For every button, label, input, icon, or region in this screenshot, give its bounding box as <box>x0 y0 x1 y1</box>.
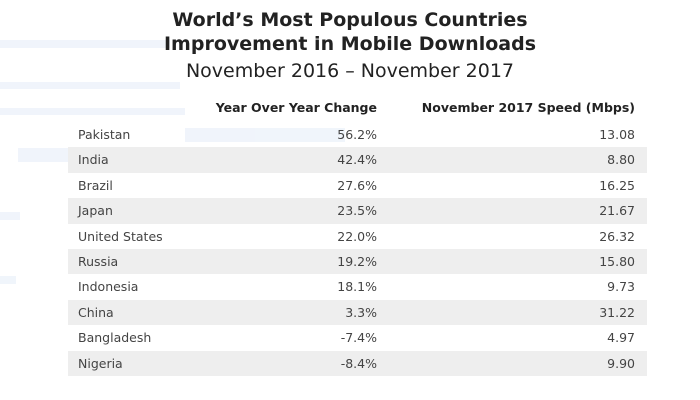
speed-value: 16.25 <box>599 177 635 193</box>
table-row: India 42.4% 8.80 <box>68 147 647 173</box>
chart-title-block: World’s Most Populous Countries Improvem… <box>0 8 700 84</box>
speed-value: 26.32 <box>599 228 635 244</box>
chart-subtitle: November 2016 – November 2017 <box>185 60 515 82</box>
chart-title-line-1: World’s Most Populous Countries <box>172 9 528 31</box>
table-row: China 3.3% 31.22 <box>68 299 647 326</box>
yoy-change-value: 23.5% <box>337 203 377 219</box>
speed-value: 4.97 <box>607 330 635 346</box>
table-row: Bangladesh -7.4% 4.97 <box>68 325 647 350</box>
table-row: Japan 23.5% 21.67 <box>68 198 647 224</box>
yoy-change-value: 18.1% <box>337 279 377 295</box>
country-name: India <box>78 152 109 168</box>
speed-value: 15.80 <box>599 253 635 269</box>
yoy-change-value: 19.2% <box>337 253 377 269</box>
yoy-change-value: 27.6% <box>337 177 377 193</box>
column-header-yoy-change: Year Over Year Change <box>215 100 377 115</box>
speed-value: 31.22 <box>599 304 635 320</box>
country-name: United States <box>78 228 163 244</box>
speed-value: 9.73 <box>607 279 635 295</box>
yoy-change-value: 3.3% <box>345 304 377 320</box>
country-name: Japan <box>78 203 113 219</box>
speed-value: 8.80 <box>607 152 635 168</box>
yoy-change-value: -7.4% <box>340 330 377 346</box>
table-row: Pakistan 56.2% 13.08 <box>68 122 647 147</box>
country-name: China <box>78 304 114 320</box>
table-row: United States 22.0% 26.32 <box>68 224 647 249</box>
yoy-change-value: -8.4% <box>340 355 377 371</box>
chart-title-line-2: Improvement in Mobile Downloads <box>163 33 536 55</box>
column-header-speed: November 2017 Speed (Mbps) <box>421 100 635 115</box>
table-row: Brazil 27.6% 16.25 <box>68 173 647 198</box>
speed-value: 13.08 <box>599 127 635 142</box>
table-row: Russia 19.2% 15.80 <box>68 248 647 275</box>
table-row: Nigeria -8.4% 9.90 <box>68 350 647 376</box>
yoy-change-value: 22.0% <box>337 228 377 244</box>
country-name: Pakistan <box>78 127 131 142</box>
country-name: Brazil <box>78 177 113 193</box>
country-name: Indonesia <box>78 279 139 295</box>
data-table: Pakistan 56.2% 13.08 India 42.4% 8.80 Brazil 27… <box>68 122 647 376</box>
country-name: Bangladesh <box>78 330 152 346</box>
country-name: Russia <box>78 253 119 269</box>
table-row: Indonesia 18.1% 9.73 <box>68 274 647 299</box>
yoy-change-value: 42.4% <box>337 152 377 168</box>
yoy-change-value: 56.2% <box>337 127 377 142</box>
speed-value: 21.67 <box>599 203 635 219</box>
country-name: Nigeria <box>78 355 123 371</box>
speed-value: 9.90 <box>607 355 635 371</box>
